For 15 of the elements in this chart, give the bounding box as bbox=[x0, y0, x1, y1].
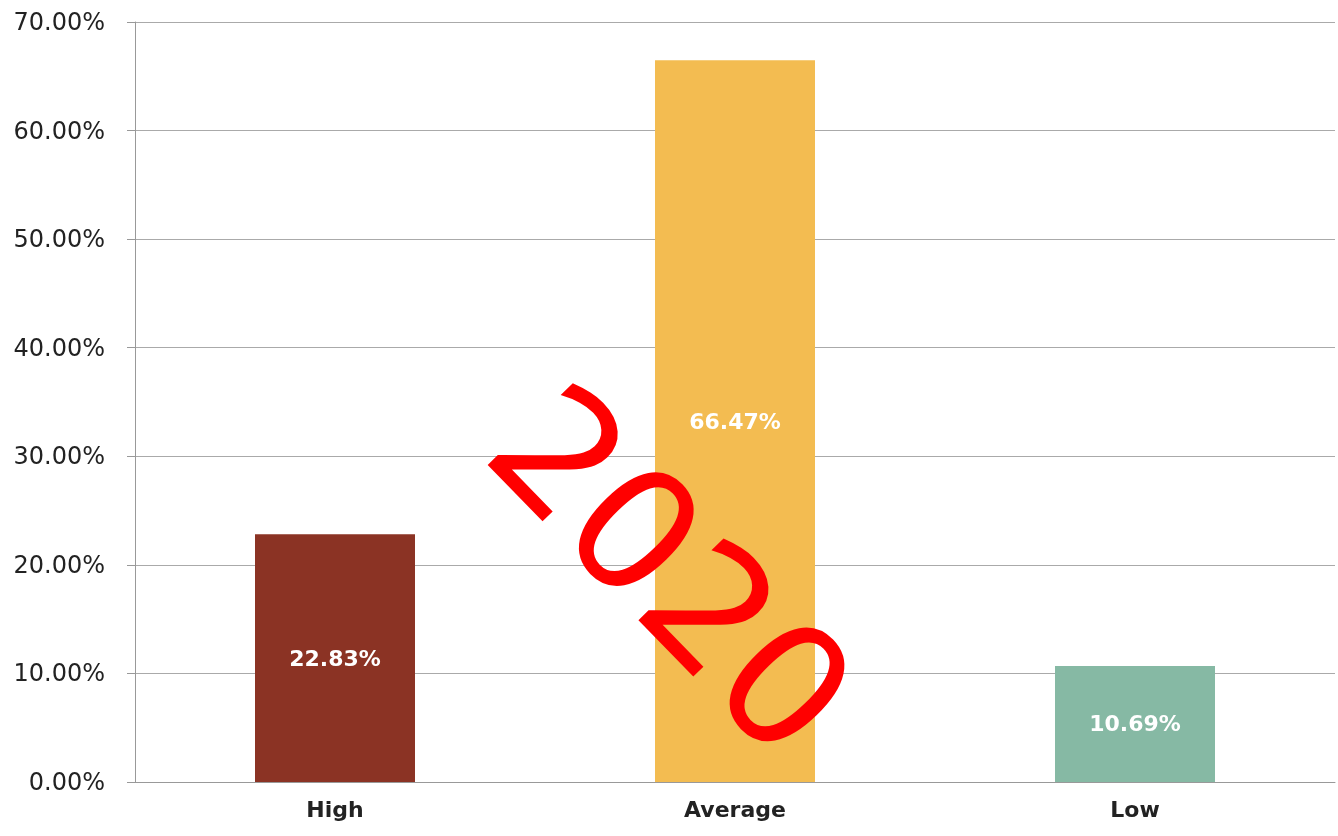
y-tick-label: 40.00% bbox=[13, 333, 105, 362]
x-tick-label: Low bbox=[1110, 796, 1160, 822]
bar bbox=[255, 534, 415, 782]
bar bbox=[1055, 665, 1215, 782]
y-tick-label: 60.00% bbox=[13, 116, 105, 145]
y-tick-label: 50.00% bbox=[13, 225, 105, 254]
x-tick-label: Average bbox=[684, 796, 786, 822]
y-tick-label: 20.00% bbox=[13, 550, 105, 579]
y-tick-label: 10.00% bbox=[13, 659, 105, 688]
data-label: 22.83% bbox=[289, 645, 381, 671]
y-tick-label: 30.00% bbox=[13, 442, 105, 471]
y-tick-label: 70.00% bbox=[13, 8, 105, 36]
x-tick-label: High bbox=[306, 796, 364, 822]
y-tick-label: 0.00% bbox=[28, 768, 105, 796]
data-label: 10.69% bbox=[1089, 711, 1181, 737]
